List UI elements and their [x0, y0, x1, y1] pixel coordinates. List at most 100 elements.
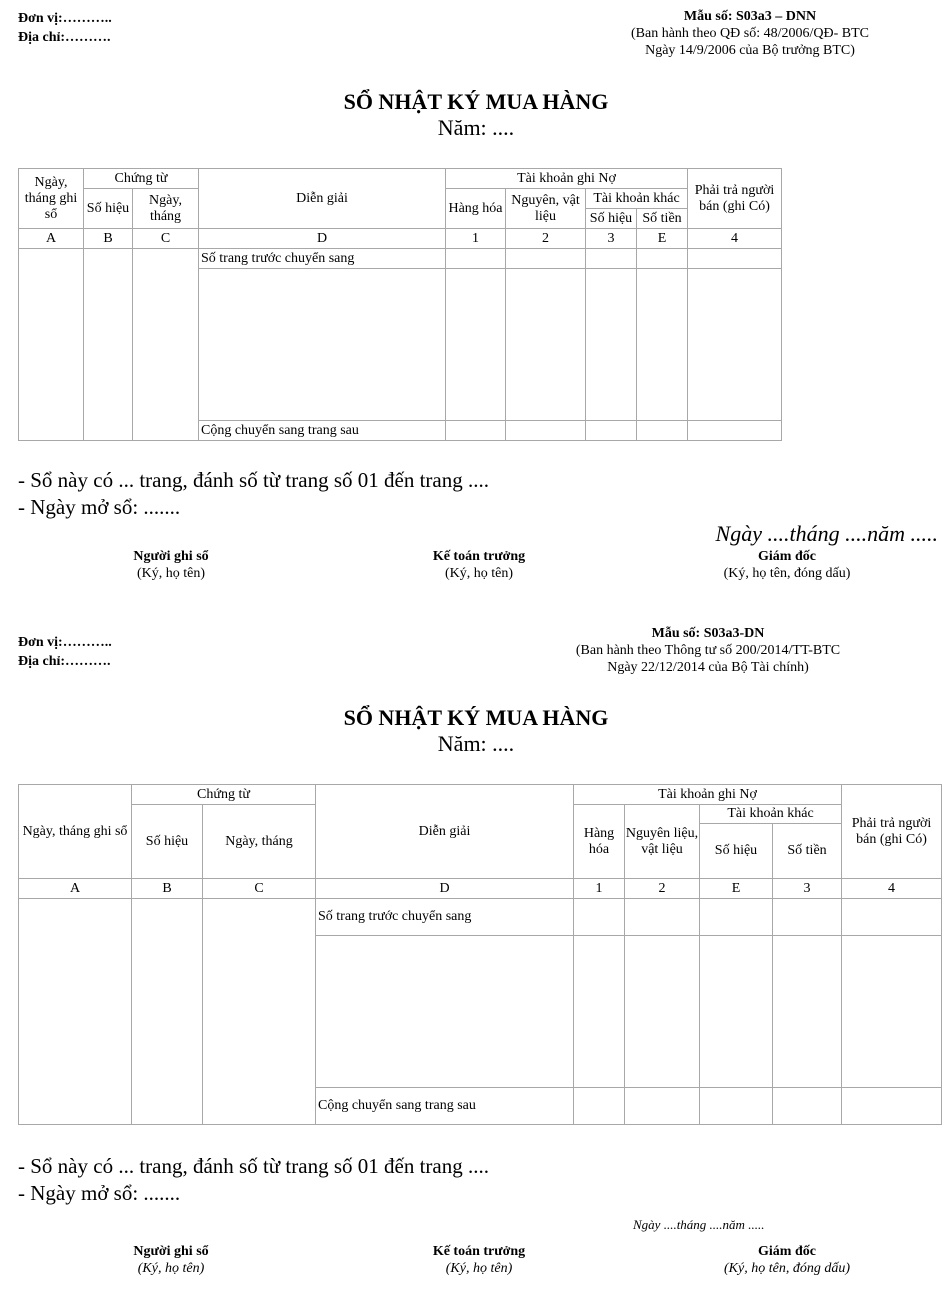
header-date: Ngày, tháng ghi sổ [18, 168, 84, 229]
cell [624, 898, 700, 936]
unit-label: Đơn vị:……….. Địa chỉ:………. [18, 9, 112, 47]
note-pages: - Sổ này có ... trang, đánh số từ trang … [18, 1154, 489, 1178]
cell [585, 248, 637, 269]
cell [202, 898, 316, 1125]
footer-notes: - Sổ này có ... trang, đánh số từ trang … [18, 1153, 489, 1207]
cell [771, 935, 843, 1088]
header-other: Tài khoản khác [584, 188, 689, 209]
unit: Đơn vị:……….. [18, 635, 112, 650]
header-other-no: Số hiệu [699, 823, 773, 879]
cell [841, 898, 943, 936]
signer-role: Người ghi sổ [133, 1244, 209, 1259]
cell [573, 1087, 625, 1125]
header-payable: Phải trả người bán (ghi Có) [687, 168, 783, 229]
signer-role: Giám đốc [758, 1244, 816, 1259]
purchase-journal-table: Ngày, tháng ghi sổ Chứng từ Diễn giải Tài k… [18, 168, 783, 441]
header-voucher-date: Ngày, tháng [132, 188, 199, 229]
cell [573, 935, 625, 1088]
cell [505, 248, 586, 269]
cell [624, 1087, 700, 1125]
issued-date: Ngày 14/9/2006 của Bộ trưởng BTC) [645, 43, 855, 58]
signer-director: Giám đốc (Ký, họ tên, đóng dấu) [667, 1243, 907, 1277]
cell [635, 420, 689, 441]
note-open-date: - Ngày mở sổ: ....... [18, 1181, 181, 1205]
signer-role: Kế toán trưởng [432, 549, 526, 564]
cell [841, 1087, 943, 1125]
signer-director: Giám đốc (Ký, họ tên, đóng dấu) [667, 548, 907, 582]
header-materials: Nguyên, vật liệu [505, 188, 586, 229]
code: 3 [585, 228, 637, 249]
code: 4 [687, 228, 783, 249]
unit-label: Đơn vị:……….. Địa chỉ:………. [18, 633, 112, 671]
cell [699, 935, 773, 1088]
cell [18, 248, 84, 441]
header-other-amount: Số tiền [635, 208, 689, 229]
cell [573, 898, 625, 936]
address: Địa chỉ:………. [18, 654, 111, 669]
form-header: Mẫu số: S03a3-DN (Ban hành theo Thông tư… [498, 625, 918, 676]
cell [699, 1087, 773, 1125]
cell [83, 248, 133, 441]
cell [635, 248, 689, 269]
form-header: Mẫu số: S03a3 – DNN (Ban hành theo QĐ số… [540, 8, 952, 59]
cell [624, 935, 700, 1088]
cell [585, 420, 637, 441]
form-number: Mẫu số: S03a3-DN [651, 626, 765, 641]
signer-chief-accountant: Kế toán trưởng (Ký, họ tên) [359, 548, 599, 582]
header-debit: Tài khoản ghi Nợ [444, 168, 689, 189]
cell [445, 420, 506, 441]
code: 3 [771, 878, 843, 899]
code: 2 [505, 228, 586, 249]
header-date: Ngày, tháng ghi sổ [18, 784, 132, 879]
unit: Đơn vị:……….. [18, 11, 112, 26]
document-title: SỔ NHẬT KÝ MUA HÀNG Năm: .... [0, 705, 952, 757]
cell [687, 420, 783, 441]
cell [585, 268, 637, 421]
signer-note: (Ký, họ tên) [444, 566, 514, 581]
signer-note: (Ký, họ tên, đóng dấu) [724, 1261, 850, 1276]
header-other-amount: Số tiền [771, 823, 843, 879]
header-voucher-no: Số hiệu [131, 804, 203, 879]
code: 1 [573, 878, 625, 899]
header-goods: Hàng hóa [573, 804, 625, 879]
cell [699, 898, 773, 936]
code: C [202, 878, 316, 899]
header-debit: Tài khoản ghi Nợ [572, 784, 843, 805]
cell [635, 268, 689, 421]
signer-role: Người ghi sổ [133, 549, 209, 564]
header-voucher-date: Ngày, tháng [202, 804, 316, 879]
footer-notes: - Sổ này có ... trang, đánh số từ trang … [18, 467, 489, 521]
cell [687, 268, 783, 421]
code: E [635, 228, 689, 249]
cell [445, 268, 506, 421]
signer-chief-accountant: Kế toán trưởng (Ký, họ tên) [359, 1243, 599, 1277]
form-number: Mẫu số: S03a3 – DNN [683, 9, 817, 24]
header-voucher: Chứng từ [131, 784, 316, 805]
code: 4 [841, 878, 943, 899]
document-title: SỔ NHẬT KÝ MUA HÀNG Năm: .... [0, 89, 952, 141]
code: 2 [624, 878, 700, 899]
issued-by: (Ban hành theo Thông tư số 200/2014/TT-B… [575, 643, 841, 658]
signer-note: (Ký, họ tên, đóng dấu) [723, 566, 851, 581]
header-voucher-no: Số hiệu [83, 188, 133, 229]
row-carried-out: Cộng chuyển sang trang sau [198, 420, 446, 441]
row-carried-in: Số trang trước chuyển sang [315, 898, 574, 936]
signer-note: (Ký, họ tên) [136, 566, 206, 581]
header-other-no: Số hiệu [585, 208, 637, 229]
title: SỔ NHẬT KÝ MUA HÀNG [343, 705, 609, 730]
cell [771, 898, 843, 936]
cell [687, 248, 783, 269]
year: Năm: .... [437, 731, 515, 756]
header-desc: Diễn giải [198, 168, 446, 229]
date-line: Ngày ....tháng ....năm ..... [715, 521, 938, 546]
signer-note: (Ký, họ tên) [137, 1261, 205, 1276]
cell [18, 898, 132, 1125]
cell [132, 248, 199, 441]
cell [445, 248, 506, 269]
title: SỔ NHẬT KÝ MUA HÀNG [343, 89, 609, 114]
code: B [131, 878, 203, 899]
date-line: Ngày ....tháng ....năm ..... [633, 1217, 765, 1232]
code: D [198, 228, 446, 249]
signer-role: Kế toán trưởng [432, 1244, 526, 1259]
